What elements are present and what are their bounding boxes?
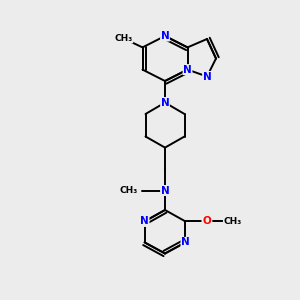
Text: CH₃: CH₃ (224, 217, 242, 226)
Text: N: N (160, 185, 169, 196)
Text: N: N (181, 237, 190, 248)
Text: N: N (140, 216, 149, 226)
Text: CH₃: CH₃ (115, 34, 133, 43)
Text: N: N (202, 71, 211, 82)
Text: N: N (160, 31, 169, 41)
Text: N: N (183, 64, 192, 75)
Text: CH₃: CH₃ (120, 186, 138, 195)
Text: N: N (160, 98, 169, 108)
Text: O: O (202, 216, 211, 226)
